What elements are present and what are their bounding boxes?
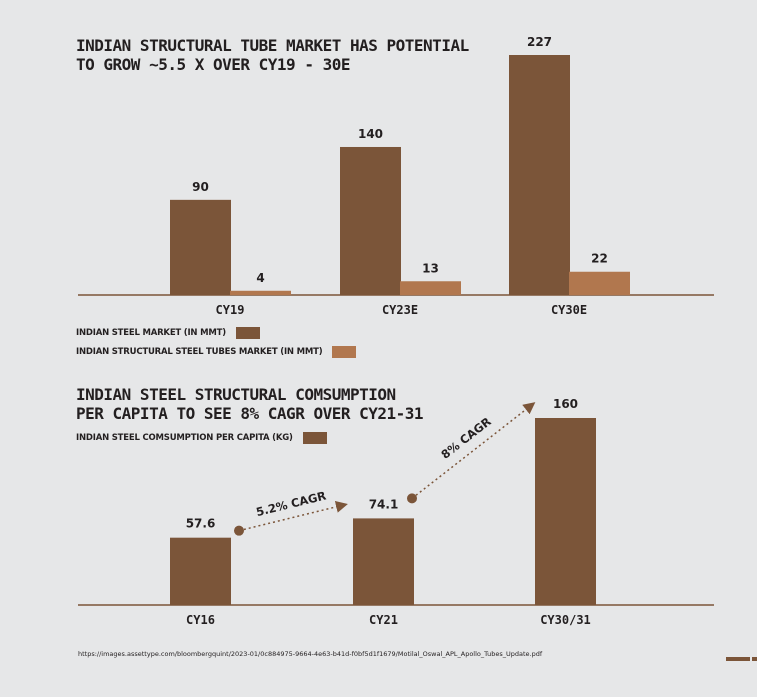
chart-1-bar-steel-cy23e xyxy=(340,146,401,295)
chart-1-bar-steel-cy30e xyxy=(509,55,570,295)
chart-1-tick-label: CY23E xyxy=(382,303,418,317)
legend-item-tubes-market: INDIAN STRUCTURAL STEEL TUBES MARKET (IN… xyxy=(76,346,357,358)
chart-1-tick-label: CY30E xyxy=(551,303,587,317)
legend-item-steel-market: INDIAN STEEL MARKET (IN MMT) xyxy=(76,327,260,339)
chart-2-tick-label: CY16 xyxy=(186,613,215,627)
legend-item-per-capita: INDIAN STEEL COMSUMPTION PER CAPITA (KG) xyxy=(76,432,327,444)
chart-1-bar-tubes-cy23e xyxy=(400,281,461,295)
chart-2-data-label: 74.1 xyxy=(369,497,399,511)
chart-2-data-label: 160 xyxy=(553,397,578,411)
legend-swatch-steel-market xyxy=(235,327,260,339)
cagr-2-label: 8% CAGR xyxy=(438,414,493,462)
chart-2-title: INDIAN STEEL STRUCTURAL COMSUMPTION PER … xyxy=(76,385,424,423)
chart-2-data-label: 57.6 xyxy=(186,517,216,531)
decorative-bar xyxy=(726,657,750,661)
chart-1-data-label: 4 xyxy=(256,271,264,285)
cagr-2-arrow xyxy=(411,402,536,499)
chart-2-tick-label: CY30/31 xyxy=(540,613,591,627)
source-url: https://images.assettype.com/bloombergqu… xyxy=(78,650,543,658)
chart-2-bar-cy16 xyxy=(170,537,231,605)
legend-label-steel-market: INDIAN STEEL MARKET (IN MMT) xyxy=(76,328,226,338)
chart-2-bar-cy21 xyxy=(353,518,414,605)
chart-1-data-label: 90 xyxy=(192,180,209,194)
chart-1-data-label: 13 xyxy=(422,261,439,275)
chart-1-tick-label: CY19 xyxy=(216,303,245,317)
chart-2-tick-label: CY21 xyxy=(369,613,398,627)
legend-swatch-per-capita xyxy=(302,432,327,444)
chart-1-bar-tubes-cy19 xyxy=(230,290,291,295)
chart-1-title: INDIAN STRUCTURAL TUBE MARKET HAS POTENT… xyxy=(76,36,469,74)
legend-label-per-capita: INDIAN STEEL COMSUMPTION PER CAPITA (KG) xyxy=(76,433,293,443)
cagr-1-label: 5.2% CAGR xyxy=(255,488,328,519)
cagr-1-arrow xyxy=(238,500,348,532)
chart-2-bar-cy30-31 xyxy=(535,418,596,605)
chart-1-bar-tubes-cy30e xyxy=(569,271,630,295)
decorative-bar-small xyxy=(752,657,757,661)
chart-1-data-label: 140 xyxy=(358,127,383,141)
chart-1-bar-steel-cy19 xyxy=(170,199,231,295)
legend-swatch-tubes-market xyxy=(332,346,357,358)
chart-1-data-label: 22 xyxy=(591,252,608,266)
chart-1-data-label: 227 xyxy=(527,35,552,49)
legend-label-tubes-market: INDIAN STRUCTURAL STEEL TUBES MARKET (IN… xyxy=(76,347,323,357)
